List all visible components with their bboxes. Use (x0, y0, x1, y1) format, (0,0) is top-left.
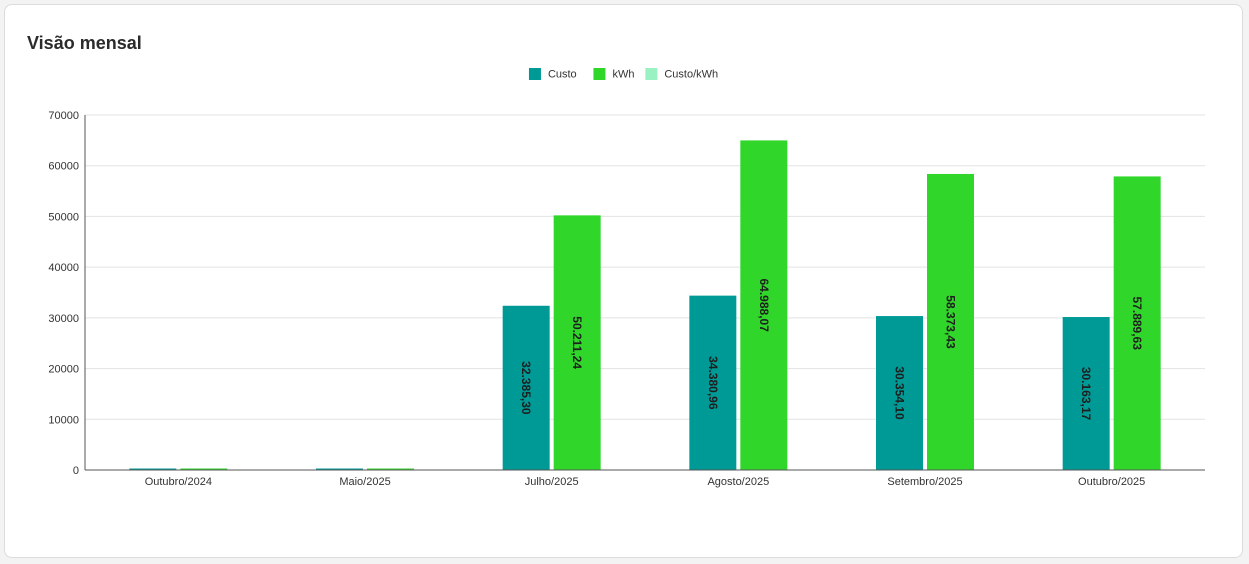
legend-item[interactable]: Custo (528, 68, 577, 81)
x-tick-label: Outubro/2025 (1078, 476, 1145, 488)
y-tick-label: 0 (73, 465, 79, 477)
grid-lines (85, 114, 1205, 420)
y-tick-label: 70000 (48, 110, 79, 122)
x-tick-label: Maio/2025 (339, 476, 390, 488)
bar-group[interactable]: 34.380,96 64.988,07 (689, 140, 788, 470)
x-axis: Outubro/2024 Maio/2025 Julho/2025 Agosto/20… (85, 469, 1205, 488)
x-tick-label: Julho/2025 (525, 476, 579, 488)
bar-value-label: 50.211,24 (570, 316, 584, 369)
legend-label: kWh (612, 69, 634, 81)
bar-group[interactable] (129, 468, 228, 471)
x-tick-label: Outubro/2024 (145, 476, 212, 488)
legend-item[interactable]: Custo/kWh (645, 68, 718, 81)
y-tick-label: 30000 (48, 313, 79, 325)
legend-swatch (645, 68, 658, 80)
bar-custo[interactable] (129, 468, 177, 471)
legend-item[interactable]: kWh (593, 68, 634, 81)
x-tick-label: Setembro/2025 (887, 476, 962, 488)
bar-value-label: 58.373,43 (944, 295, 958, 349)
bar-custo[interactable] (502, 305, 550, 470)
bar-value-label: 32.385,30 (519, 361, 533, 415)
bar-group[interactable]: 30.163,17 57.889,63 (1062, 176, 1161, 470)
bar-kwh[interactable] (1113, 176, 1161, 470)
chart-title: Visão mensal (27, 33, 142, 53)
bar-value-label: 57.889,63 (1130, 297, 1144, 351)
bar-kwh[interactable] (180, 468, 228, 470)
bar-value-label: 64.988,07 (757, 279, 771, 333)
bars: 32.385,30 50.211,24 34.380,96 64.988,07 30.3… (129, 140, 1161, 471)
bar-value-label: 34.380,96 (706, 356, 720, 410)
legend[interactable]: Custo kWh Custo/kWh (528, 68, 718, 81)
bar-kwh[interactable] (927, 173, 974, 470)
bar-kwh[interactable] (553, 215, 601, 470)
chart-card: Visão mensal (4, 4, 1243, 558)
bar-value-label: 30.163,17 (1079, 367, 1093, 421)
x-tick-label: Agosto/2025 (707, 476, 769, 488)
legend-label: Custo (548, 69, 577, 81)
legend-label: Custo/kWh (664, 69, 718, 81)
bar-kwh[interactable] (367, 468, 414, 471)
bar-custo[interactable] (1062, 317, 1110, 470)
y-tick-label: 50000 (48, 211, 79, 223)
legend-swatch (528, 68, 541, 80)
bar-custo[interactable] (316, 468, 363, 471)
bar-kwh[interactable] (740, 140, 788, 470)
bar-custo[interactable] (689, 295, 737, 470)
bar-group[interactable] (316, 468, 414, 471)
y-axis: 0 10000 20000 30000 40000 50000 60000 70000 (48, 110, 86, 477)
bar-custo[interactable] (876, 316, 923, 470)
bar-value-label: 30.354,10 (893, 366, 907, 420)
legend-swatch (593, 68, 606, 80)
bar-group[interactable]: 30.354,10 58.373,43 (876, 173, 974, 470)
bar-group[interactable]: 32.385,30 50.211,24 (502, 215, 601, 470)
y-tick-label: 10000 (48, 414, 79, 426)
y-tick-label: 60000 (48, 161, 79, 173)
y-tick-label: 20000 (48, 364, 79, 376)
y-tick-label: 40000 (48, 262, 79, 274)
